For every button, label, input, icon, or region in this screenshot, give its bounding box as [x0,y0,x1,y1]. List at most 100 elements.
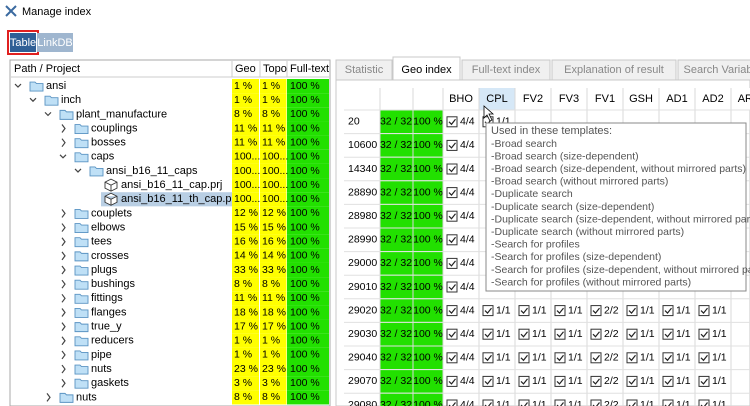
tab[interactable]: Full-text index [461,59,551,81]
fulltext-cell [413,157,443,181]
checkbox[interactable] [446,139,458,151]
folder-icon [74,124,89,134]
checkbox[interactable] [626,399,638,406]
checkbox[interactable] [446,305,458,317]
checkbox[interactable] [446,257,458,269]
collapsed-arrow [61,293,66,303]
checkbox[interactable] [590,328,602,340]
checkbox[interactable] [590,399,602,406]
checkbox[interactable] [446,375,458,387]
checkbox[interactable] [482,399,494,406]
checkbox[interactable] [446,399,458,406]
checkbox[interactable] [518,375,530,387]
tree-row[interactable]: bushings 8 % 8 % 100 % [61,277,329,292]
tooltip-box [485,122,747,292]
checkbox[interactable] [698,305,710,317]
tree-row[interactable]: elbows 15 % 15 % 100 % [61,220,329,235]
geo-cell [380,370,413,393]
checkbox[interactable] [554,352,566,364]
checkbox[interactable] [446,187,458,199]
checkbox[interactable] [662,305,674,317]
tree-row[interactable]: nuts 8 % 8 % 100 % [46,390,329,405]
checkbox[interactable] [482,352,494,364]
tree-row[interactable]: tees 16 % 16 % 100 % [61,234,329,249]
tab-background [392,56,461,82]
checkbox[interactable] [518,305,530,317]
checkbox[interactable] [446,116,458,128]
tree-row[interactable]: bosses 11 % 11 % 100 % [61,135,329,150]
checkbox[interactable] [662,375,674,387]
checkbox[interactable] [446,210,458,222]
fulltext-value: 100 % [413,257,443,269]
checkbox[interactable] [482,305,494,317]
checkbox[interactable] [626,375,638,387]
checkbox[interactable] [626,352,638,364]
topo-cell [260,178,287,193]
checkbox[interactable] [698,328,710,340]
geo-value: 100... [234,151,260,163]
checkbox[interactable] [590,352,602,364]
checkbox[interactable] [482,375,494,387]
topo-value: 8 % [262,108,280,120]
tab[interactable]: Statistic [335,59,393,81]
checkbox[interactable] [446,328,458,340]
tree-row[interactable]: ansi_b16_11_cap.prj 100... 100... 100 % [104,178,329,193]
checkbox[interactable] [626,328,638,340]
checkbox[interactable] [518,328,530,340]
checkbox[interactable] [518,399,530,406]
tree-row[interactable]: caps 100... 100... 100 % [59,149,329,164]
checkbox[interactable] [554,375,566,387]
checkbox[interactable] [518,352,530,364]
checkbox[interactable] [698,375,710,387]
tree-row[interactable]: fittings 11 % 11 % 100 % [61,291,329,306]
geo-value: 16 % [234,236,258,248]
tree-label: ansi_b16_11_caps [106,165,198,177]
tree-row[interactable]: inch 1 % 1 % 100 % [29,93,329,108]
part-icon [104,192,118,206]
tab[interactable]: Search Variab [677,59,750,81]
tree-row[interactable]: gaskets 3 % 3 % 100 % [61,376,329,391]
tree-row[interactable]: crosses 14 % 14 % 100 % [61,248,329,263]
checkbox[interactable] [590,305,602,317]
checkbox[interactable] [446,163,458,175]
tree-row[interactable]: couplets 12 % 12 % 100 % [61,206,329,221]
tree-row[interactable]: plugs 33 % 33 % 100 % [61,262,329,278]
checkbox[interactable] [554,399,566,406]
fulltext-cell [287,163,329,179]
tree-row[interactable]: flanges 18 % 18 % 100 % [61,305,329,320]
tab[interactable]: Geo index [392,56,461,82]
checkbox[interactable] [446,234,458,246]
tree-row[interactable]: plant_manufacture 8 % 8 % 100 % [44,107,329,122]
checkbox[interactable] [590,375,602,387]
checkbox[interactable] [662,399,674,406]
checkbox[interactable] [626,305,638,317]
toggle-table[interactable] [10,33,36,52]
checkbox[interactable] [482,328,494,340]
checkbox[interactable] [698,399,710,406]
check-mark [628,354,636,362]
fulltext-cell [287,149,329,164]
checkbox[interactable] [662,352,674,364]
tree-row[interactable]: couplings 11 % 11 % 100 % [61,121,329,136]
tree-row[interactable]: nuts 23 % 23 % 100 % [61,362,329,377]
cell-value: 1/1 [676,352,691,364]
checkbox[interactable] [446,352,458,364]
folder-icon [74,208,89,219]
toggle-linkdb[interactable] [37,33,73,52]
tree-row[interactable]: pipe 1 % 1 % 100 % [61,347,329,362]
checkbox[interactable] [662,328,674,340]
tree-row[interactable]: ansi 1 % 1 % 100 % [14,79,329,94]
tooltip-item: -Duplicate search (size-dependent, witho… [491,213,750,225]
checkbox[interactable] [554,328,566,340]
checkbox[interactable] [554,305,566,317]
checkbox[interactable] [446,281,458,293]
folder-icon [74,350,89,361]
tab[interactable]: Explanation of result [551,59,677,81]
cell-value: 4/4 [460,186,475,198]
tree-row[interactable]: reducers 1 % 1 % 100 % [61,333,329,348]
tree-row[interactable]: ansi_b16_11_caps 100... 100... 100 % [74,163,329,179]
checkbox[interactable] [698,352,710,364]
row-id: 29030 [348,328,377,340]
tree-row[interactable]: true_y 17 % 17 % 100 % [61,319,329,334]
